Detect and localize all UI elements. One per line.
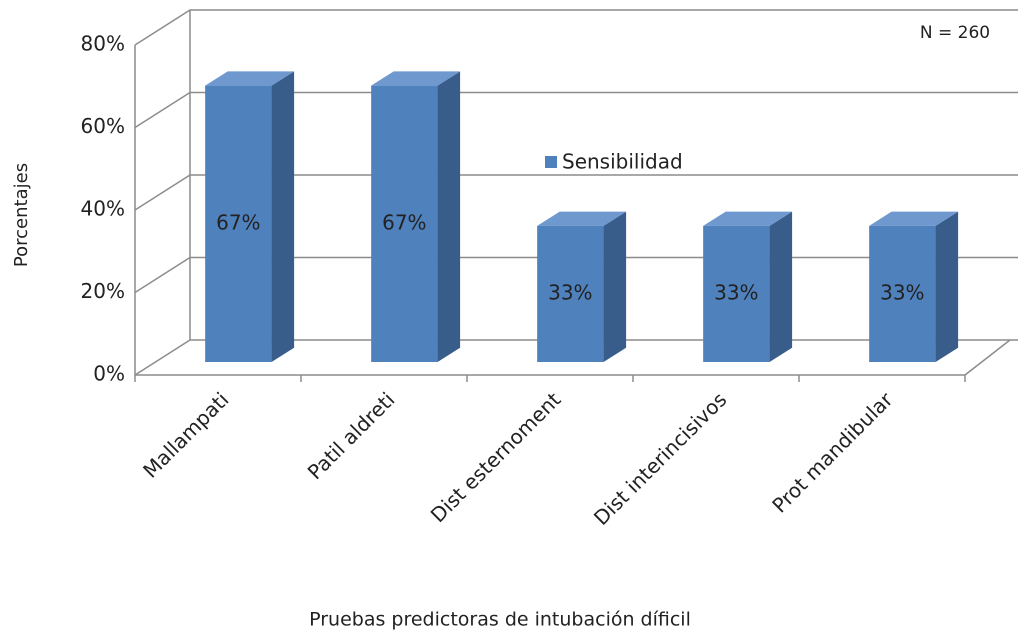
x-tick-label: Prot mandibular — [767, 387, 898, 518]
legend-label: Sensibilidad — [562, 150, 683, 174]
y-tick-label: 80% — [81, 32, 125, 56]
data-label: 67% — [216, 210, 260, 234]
bar-front — [869, 225, 936, 363]
bar-top — [537, 211, 627, 226]
bar-side — [271, 71, 295, 363]
bar-side — [769, 211, 793, 363]
bar-side — [935, 211, 959, 363]
x-tick-label: Dist interincisivos — [589, 387, 731, 529]
bar — [371, 71, 461, 363]
x-axis-label: Pruebas predictoras de intubación dífici… — [309, 609, 691, 631]
data-label: 33% — [548, 280, 592, 304]
bar — [205, 71, 295, 363]
x-tick-label: Mallampati — [138, 387, 233, 482]
x-tick-label: Patil aldreti — [303, 387, 400, 484]
bar-side — [603, 211, 627, 363]
bar — [869, 211, 959, 363]
bar — [703, 211, 793, 363]
bar-front — [703, 225, 770, 363]
bar-top — [371, 71, 461, 86]
bar-top — [205, 71, 295, 86]
x-tick-label: Dist esternoment — [426, 387, 566, 527]
grid-line — [134, 9, 1018, 46]
y-axis-label: Porcentajes — [11, 163, 32, 267]
data-label: 33% — [714, 280, 758, 304]
bar-front — [371, 85, 438, 363]
bar-top — [703, 211, 793, 226]
data-label: 33% — [880, 280, 924, 304]
bar — [537, 211, 627, 363]
annotation: N = 260 — [920, 23, 990, 43]
data-label: 67% — [382, 210, 426, 234]
grid-line — [134, 91, 1018, 129]
bar-front — [205, 85, 272, 363]
y-tick-label: 60% — [81, 114, 125, 138]
y-tick-label: 0% — [93, 362, 125, 386]
bar-top — [869, 211, 959, 226]
bar-front — [537, 225, 604, 363]
legend-swatch — [545, 156, 557, 168]
floor-right-edge — [964, 339, 1011, 376]
y-tick-label: 40% — [81, 197, 125, 221]
grid-line — [134, 174, 1018, 211]
bar-side — [437, 71, 461, 363]
y-tick-label: 20% — [81, 279, 125, 303]
